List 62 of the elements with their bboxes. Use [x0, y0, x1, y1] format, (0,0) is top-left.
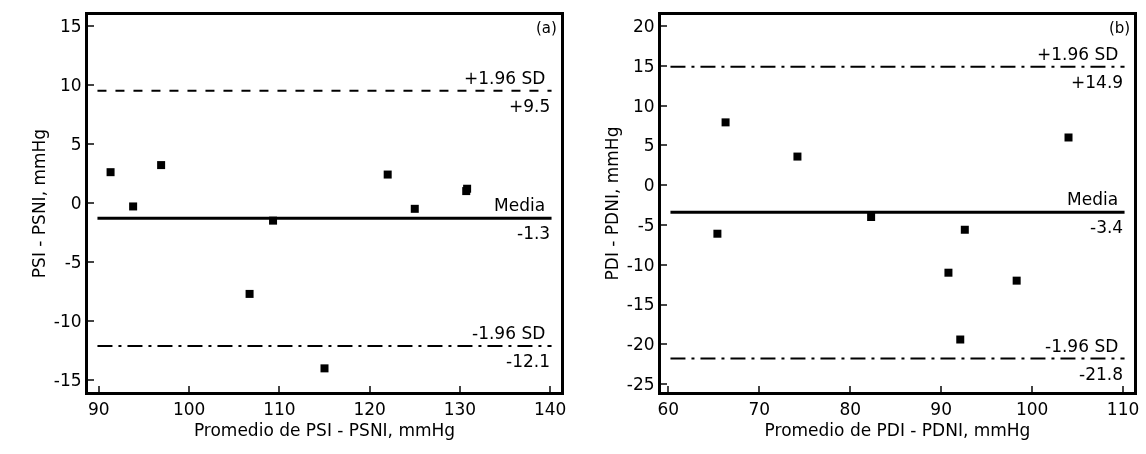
ref-line-label: Media	[1067, 189, 1119, 209]
y-tick-label: 15	[59, 15, 82, 36]
point	[1012, 276, 1021, 285]
y-tick-label: -15	[626, 294, 655, 315]
y-tick-label: -5	[637, 214, 655, 235]
y-tick-label: 5	[70, 133, 82, 154]
y-tick-label: -20	[626, 334, 655, 355]
ref-line-label: -1.96 SD	[1045, 336, 1119, 356]
x-tick-label: 100	[172, 399, 206, 420]
annotation: -1.3	[517, 223, 551, 243]
annotation: -12.1	[506, 351, 550, 371]
y-tick-label: 0	[643, 175, 655, 196]
x-tick-label: 90	[88, 399, 110, 420]
y-tick-label: 10	[632, 95, 655, 116]
y-tick-label: 20	[632, 16, 655, 37]
point	[320, 364, 329, 373]
point	[713, 229, 722, 238]
x-tick-label: 130	[443, 399, 477, 420]
y-tick-label: -10	[53, 311, 82, 332]
y-tick-label: 15	[632, 55, 655, 76]
annotation: -21.8	[1079, 364, 1123, 384]
point	[956, 335, 965, 344]
x-tick-label: 110	[263, 399, 296, 420]
annotation: -3.4	[1090, 217, 1124, 237]
point	[1064, 133, 1073, 142]
y-tick-label: 5	[643, 135, 655, 156]
point	[410, 204, 419, 213]
ref-line-label: Media	[494, 195, 546, 215]
y-tick-label: -25	[626, 374, 655, 394]
annotation: +14.9	[1071, 72, 1124, 92]
point	[383, 170, 392, 179]
x-tick-label: 110	[1106, 399, 1140, 420]
y-axis-title: PSI - PSNI, mmHg	[29, 128, 50, 279]
point	[157, 161, 166, 170]
x-axis-title: Promedio de PSI - PSNI, mmHg	[193, 419, 456, 440]
x-tick-label: 60	[657, 399, 680, 420]
y-tick-label: 0	[70, 192, 82, 213]
point	[793, 152, 802, 161]
y-tick-label: 10	[59, 74, 82, 95]
x-tick-label: 120	[353, 399, 386, 420]
ref-line-label: +1.96 SD	[1037, 44, 1119, 64]
point	[721, 118, 730, 127]
y-tick-label: -5	[64, 251, 82, 272]
x-tick-label: 80	[839, 399, 862, 420]
point	[245, 289, 254, 298]
x-tick-label: 140	[533, 399, 567, 420]
x-tick-label: 100	[1015, 399, 1049, 420]
annotation: (a)	[536, 19, 557, 37]
point	[106, 168, 115, 177]
point	[960, 225, 969, 234]
point	[944, 268, 953, 277]
y-axis-title: PDI - PDNI, mmHg	[602, 126, 623, 281]
y-tick-label: -10	[626, 254, 655, 275]
y-tick-label: -15	[53, 370, 82, 391]
x-axis-title: Promedio de PDI - PDNI, mmHg	[764, 419, 1031, 440]
ref-line-label: -1.96 SD	[472, 323, 546, 343]
annotation: +9.5	[509, 96, 551, 116]
x-tick-label: 90	[930, 399, 952, 420]
annotation: (b)	[1109, 19, 1131, 37]
x-tick-label: 70	[748, 399, 771, 420]
ref-line-label: +1.96 SD	[464, 68, 546, 88]
point	[129, 202, 138, 211]
